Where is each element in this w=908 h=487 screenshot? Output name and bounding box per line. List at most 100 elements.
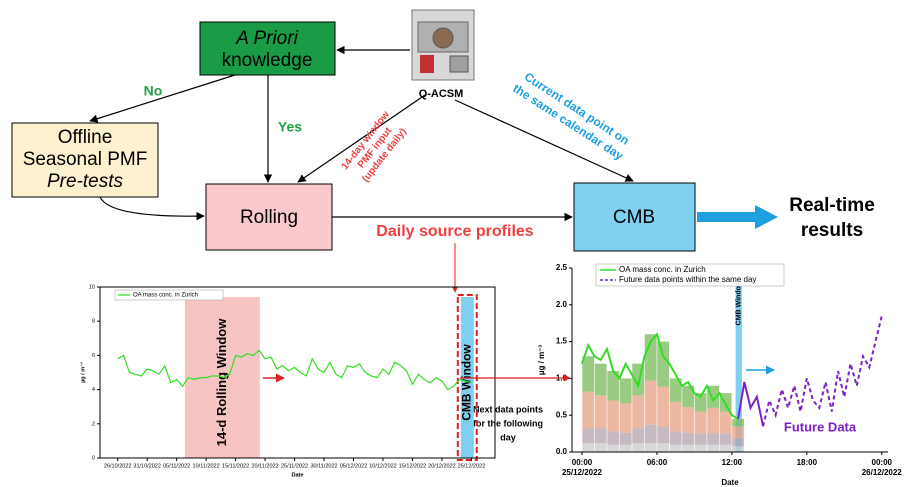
y-tick-label: 4 — [92, 387, 95, 393]
legend-box — [114, 289, 224, 301]
daily-profiles: Daily source profiles — [376, 223, 533, 240]
legend-label: OA mass conc. in Zurich — [133, 293, 198, 299]
stacked-bar — [594, 395, 607, 429]
stacked-bar — [682, 407, 695, 433]
y-tick-label: 1.5 — [556, 337, 568, 346]
realtime-label: results — [801, 220, 863, 241]
y-tick-label: 0.5 — [556, 410, 568, 419]
stacked-bar — [732, 418, 745, 427]
offline-box — [11, 122, 159, 198]
cmb-window — [735, 278, 742, 452]
y-tick-label: 10 — [89, 284, 95, 290]
stacked-bar — [644, 443, 657, 452]
next-points: day — [500, 432, 516, 442]
stacked-bar — [632, 395, 645, 429]
stacked-bar — [644, 334, 657, 381]
stacked-bar — [607, 431, 620, 445]
instrument-part — [420, 55, 434, 73]
stacked-bar — [707, 385, 720, 408]
y-axis-label: µg / m⁻³ — [537, 345, 546, 376]
cmb-label: CMB Window — [736, 280, 743, 325]
stacked-bar — [669, 444, 682, 452]
stacked-bar — [719, 444, 732, 452]
future-data: Future Data — [784, 419, 857, 434]
stacked-bar — [619, 444, 632, 452]
x-tick-label: 30/11/2022 — [310, 463, 337, 469]
y-tick-label: 0.0 — [556, 447, 568, 456]
arrow — [99, 196, 205, 221]
x-tick-label: 25/11/2022 — [281, 463, 308, 469]
stacked-bar — [669, 401, 682, 432]
x-tick-label: 05/11/2022 — [163, 463, 190, 469]
y-tick-label: 8 — [92, 319, 95, 325]
x-axis-label: Date — [721, 478, 739, 487]
legend-box — [595, 263, 785, 287]
x-tick-date: 26/12/2022 — [862, 468, 903, 477]
x-tick-label: 20/12/2022 — [428, 463, 456, 469]
stacked-bar — [644, 380, 657, 425]
rolling-label: Rolling — [240, 207, 298, 228]
cmb-label: CMB Window — [459, 344, 473, 421]
y-tick-label: 6 — [92, 353, 95, 359]
x-tick-label: 15/12/2022 — [399, 463, 427, 469]
stacked-bar — [694, 433, 707, 445]
window-label: 14-d Rolling Window — [214, 318, 229, 447]
stacked-bar — [657, 443, 670, 452]
series-line — [762, 315, 883, 427]
legend-label: OA mass conc. in Zurich — [619, 265, 706, 274]
stacked-bar — [682, 432, 695, 445]
stacked-bar — [632, 428, 645, 444]
y-tick-label: 0 — [92, 455, 95, 461]
x-tick-label: 25/12/2022 — [458, 463, 486, 469]
series-line — [737, 381, 765, 427]
stacked-bar — [582, 443, 595, 452]
stacked-bar — [619, 403, 632, 433]
stacked-bar — [707, 433, 720, 445]
x-tick-label: 10/12/2022 — [369, 463, 397, 469]
offline-line: Offline — [58, 127, 113, 148]
x-tick-label: 20/11/2022 — [252, 463, 279, 469]
stacked-bar — [657, 426, 670, 444]
x-tick-label: 12:00 — [722, 458, 743, 467]
series-line — [581, 332, 739, 420]
rolling-box — [205, 183, 333, 251]
axis-frame — [99, 286, 496, 459]
next-points: Next data points — [473, 404, 543, 414]
apriori-box — [199, 21, 336, 76]
offline-line: Pre-tests — [47, 171, 124, 192]
arrow — [297, 94, 426, 183]
stacked-bar — [607, 444, 620, 452]
y-axis-label: µg / m⁻³ — [79, 362, 86, 383]
x-tick-label: 05/12/2022 — [340, 463, 368, 469]
stacked-bar — [632, 443, 645, 452]
arrow — [454, 99, 634, 182]
x-tick-label: 18:00 — [797, 458, 818, 467]
stacked-bar — [707, 444, 720, 452]
realtime-label: Real-time — [789, 195, 875, 216]
stacked-bar — [619, 432, 632, 445]
stacked-bar — [657, 341, 670, 387]
cmb-box — [573, 182, 696, 252]
arrows — [89, 45, 634, 222]
stacked-bar — [644, 424, 657, 444]
qacsm-label: Q-ACSM — [419, 88, 464, 100]
cmb-label: CMB — [613, 207, 655, 228]
edge-label: No — [144, 83, 163, 99]
stacked-bar — [657, 386, 670, 427]
x-tick-label: 10/11/2022 — [193, 463, 220, 469]
instrument-part — [449, 55, 469, 73]
stacked-bar — [732, 426, 745, 439]
stacked-bar — [719, 411, 732, 434]
stacked-bar — [719, 433, 732, 445]
offline-line: Seasonal PMF — [23, 149, 148, 170]
x-tick-label: 06:00 — [647, 458, 668, 467]
legend-label: Future data points within the same day — [619, 275, 756, 284]
stacked-bar — [707, 407, 720, 434]
edge-label: Yes — [278, 119, 302, 135]
stacked-bar — [607, 400, 620, 432]
next-points: for the following — [473, 418, 543, 428]
x-tick-label: 31/10/2022 — [133, 463, 161, 469]
apriori-label: knowledge — [222, 50, 313, 71]
